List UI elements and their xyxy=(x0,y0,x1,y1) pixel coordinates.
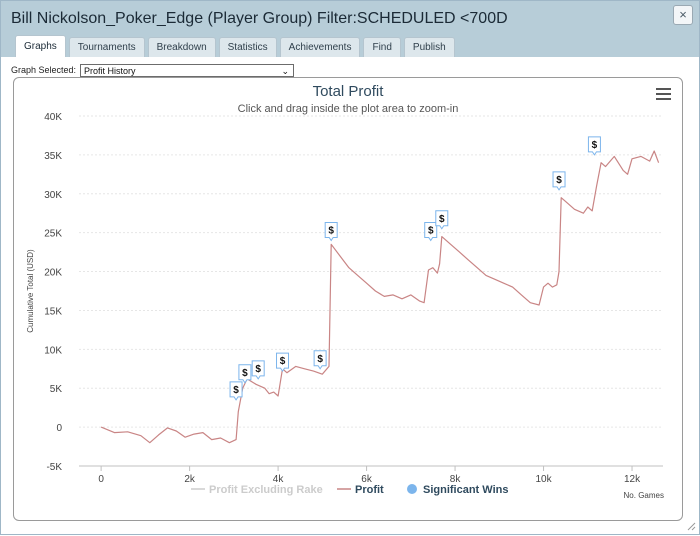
significant-win-label: $ xyxy=(280,356,286,367)
x-tick-label: 4k xyxy=(273,474,285,485)
significant-win-flag xyxy=(313,350,327,370)
y-tick-label: 25K xyxy=(44,229,62,240)
y-axis-label: Cumulative Total (USD) xyxy=(26,249,35,333)
x-tick-label: 10k xyxy=(535,474,552,485)
significant-win-label: $ xyxy=(317,354,323,365)
x-tick-label: 0 xyxy=(98,474,104,485)
significant-win-flag xyxy=(587,136,601,156)
significant-win-label: $ xyxy=(233,385,239,396)
tab-graphs[interactable]: Graphs xyxy=(15,35,66,57)
graph-select-row: Graph Selected: Profit History ⌄ xyxy=(11,62,295,78)
chevron-down-icon: ⌄ xyxy=(281,65,290,76)
y-tick-label: 10K xyxy=(44,345,62,356)
x-tick-label: 6k xyxy=(361,474,373,485)
tab-breakdown[interactable]: Breakdown xyxy=(147,37,216,57)
tab-achievements[interactable]: Achievements xyxy=(279,37,361,57)
tab-tournaments[interactable]: Tournaments xyxy=(68,37,145,57)
y-tick-label: -5K xyxy=(46,462,62,473)
tab-bar: Graphs Tournaments Breakdown Statistics … xyxy=(15,35,458,57)
significant-win-flag xyxy=(324,221,338,242)
y-tick-label: 0 xyxy=(56,423,62,434)
significant-win-flag xyxy=(251,360,265,380)
significant-win-label: $ xyxy=(428,225,434,236)
significant-win-flag xyxy=(276,352,290,373)
x-tick-label: 2k xyxy=(184,474,196,485)
graph-select-value: Profit History xyxy=(84,65,136,76)
y-tick-label: 30K xyxy=(44,190,62,201)
legend-item-label[interactable]: Profit Excluding Rake xyxy=(209,484,323,496)
significant-win-flag xyxy=(435,210,449,230)
resize-grip-icon[interactable] xyxy=(687,522,696,531)
chart-panel xyxy=(13,77,683,521)
y-tick-label: 15K xyxy=(44,306,62,317)
tab-find[interactable]: Find xyxy=(363,37,401,57)
x-axis-label: No. Games xyxy=(624,491,664,500)
y-tick-label: 5K xyxy=(50,384,63,395)
close-button[interactable]: × xyxy=(673,5,693,25)
chart-title: Total Profit xyxy=(313,83,385,100)
tab-statistics[interactable]: Statistics xyxy=(218,37,277,57)
significant-win-flag xyxy=(552,171,566,191)
window-title: Bill Nickolson_Poker_Edge (Player Group)… xyxy=(11,10,508,27)
x-tick-label: 12k xyxy=(624,474,641,485)
significant-win-label: $ xyxy=(556,175,562,186)
hamburger-menu-icon[interactable] xyxy=(656,88,671,100)
y-tick-label: 20K xyxy=(44,268,62,279)
y-tick-label: 35K xyxy=(44,151,62,162)
significant-win-label: $ xyxy=(592,140,598,151)
legend-item-label[interactable]: Profit xyxy=(355,484,384,496)
chart-subtitle: Click and drag inside the plot area to z… xyxy=(238,103,459,115)
legend-item-label[interactable]: Significant Wins xyxy=(423,484,508,496)
significant-win-label: $ xyxy=(242,368,248,379)
graph-select-label: Graph Selected: xyxy=(11,65,77,75)
significant-win-label: $ xyxy=(439,214,445,225)
tab-publish[interactable]: Publish xyxy=(403,37,455,57)
x-tick-label: 8k xyxy=(450,474,462,485)
y-tick-label: 40K xyxy=(44,112,62,123)
significant-win-label: $ xyxy=(328,225,334,236)
significant-win-flag xyxy=(229,381,243,401)
significant-win-flag xyxy=(238,364,252,384)
legend-swatch-circle xyxy=(407,484,417,494)
graph-select-dropdown[interactable]: Profit History ⌄ xyxy=(80,63,295,77)
series-line-profit xyxy=(100,150,660,444)
significant-win-label: $ xyxy=(255,364,261,375)
